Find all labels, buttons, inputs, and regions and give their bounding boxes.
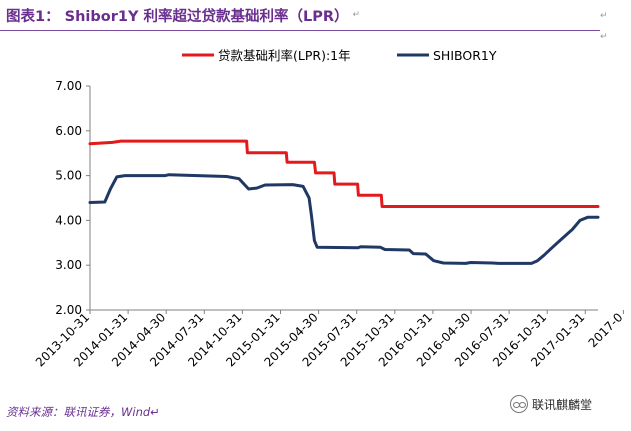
y-tick-label: 7.00 bbox=[55, 79, 82, 93]
shibor-series-line bbox=[88, 173, 600, 265]
y-tick-label: 5.00 bbox=[55, 169, 82, 183]
y-tick-label: 2.00 bbox=[55, 303, 82, 317]
lpr-series-line bbox=[88, 139, 600, 208]
x-tick-label: 2017-0 bbox=[586, 310, 626, 350]
title-bar: 图表1： Shibor1Y 利率超过贷款基础利率（LPR） ↵ bbox=[0, 0, 600, 31]
return-mark: ↵ bbox=[352, 10, 361, 20]
line-chart: 贷款基础利率(LPR):1年 SHIBOR1Y 2.00 3.00 4.00 5.00 6… bbox=[33, 48, 626, 369]
chart-series bbox=[88, 139, 600, 265]
chart-axes: 2.003.004.005.006.007.002013-10-312014-0… bbox=[33, 79, 626, 369]
legend-label: 贷款基础利率(LPR):1年 bbox=[218, 48, 351, 63]
source-note: 资料来源：联讯证券，Wind↵ bbox=[6, 405, 160, 419]
legend: 贷款基础利率(LPR):1年 SHIBOR1Y bbox=[182, 48, 497, 63]
y-tick-label: 6.00 bbox=[55, 124, 82, 138]
y-tick-label: 4.00 bbox=[55, 213, 82, 227]
legend-item-lpr: 贷款基础利率(LPR):1年 bbox=[182, 48, 351, 63]
wechat-icon bbox=[510, 395, 528, 413]
legend-item-shibor: SHIBOR1Y bbox=[397, 48, 497, 63]
watermark: 联讯麒麟堂 bbox=[510, 395, 592, 413]
watermark-text: 联讯麒麟堂 bbox=[532, 397, 593, 412]
corner-return-mark-2: ↵ bbox=[600, 32, 608, 42]
legend-label: SHIBOR1Y bbox=[433, 48, 497, 63]
chart-title: 图表1： Shibor1Y 利率超过贷款基础利率（LPR） bbox=[6, 8, 349, 25]
corner-return-mark: ↵ bbox=[600, 11, 608, 21]
y-tick-label: 3.00 bbox=[55, 258, 82, 272]
